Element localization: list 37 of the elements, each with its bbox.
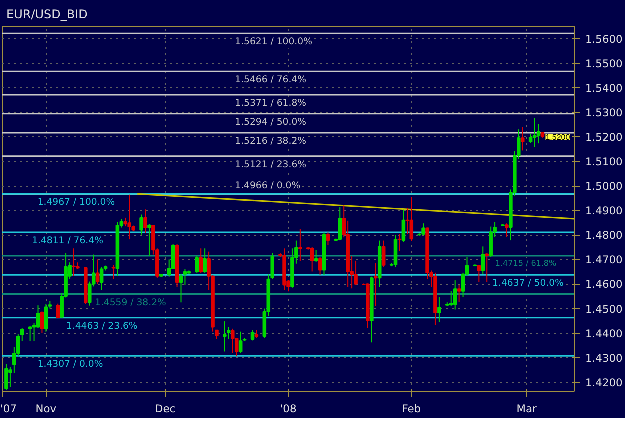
ref-line-label: 1.5121 / 23.6% bbox=[235, 159, 307, 170]
x-tick-label: '08 bbox=[280, 402, 297, 416]
ref-line-label: 1.5216 / 38.2% bbox=[235, 136, 307, 148]
y-tick-label: 1.5000 bbox=[586, 180, 624, 194]
y-tick-label: 1.4800 bbox=[586, 229, 624, 242]
ref-line-label: 1.5621 / 100.0% bbox=[235, 36, 313, 48]
x-tick-label: Feb bbox=[402, 402, 422, 416]
ref-line-label: 1.5294 / 50.0% bbox=[235, 116, 307, 128]
ref-line-label: 1.5371 / 61.8% bbox=[235, 98, 307, 109]
y-tick-label: 1.5200 bbox=[586, 130, 624, 144]
y-tick-label: 1.4200 bbox=[586, 376, 624, 390]
y-tick-label: 1.4500 bbox=[586, 302, 624, 316]
y-tick-label: 1.5100 bbox=[586, 156, 624, 169]
ref-line-label: 1.4463 / 23.6% bbox=[66, 320, 138, 332]
ref-line-label: 1.4637 / 50.0% bbox=[492, 278, 564, 290]
ref-line-label: 1.4715 / 61.8% bbox=[495, 259, 558, 268]
chart-title: EUR/USD_BID bbox=[6, 8, 88, 22]
ref-line-label: 1.4811 / 76.4% bbox=[32, 235, 104, 246]
ref-line-label: 1.4307 / 0.0% bbox=[38, 359, 104, 370]
x-tick-label: Mar bbox=[516, 402, 538, 416]
y-tick-label: 1.5300 bbox=[586, 106, 624, 120]
ref-line-label: 1.4966 / 0.0% bbox=[235, 180, 301, 192]
y-tick-label: 1.4700 bbox=[586, 254, 624, 267]
y-tick-label: 1.4400 bbox=[586, 327, 624, 340]
x-tick-label: '07 bbox=[0, 402, 17, 416]
ref-line-label: 1.5466 / 76.4% bbox=[235, 74, 307, 86]
y-tick-label: 1.5500 bbox=[586, 57, 624, 70]
y-tick-label: 1.5600 bbox=[586, 32, 624, 46]
ref-line-label: 1.4967 / 100.0% bbox=[38, 197, 116, 208]
y-tick-label: 1.5400 bbox=[586, 82, 624, 95]
ref-line-label: 1.4559 / 38.2% bbox=[95, 297, 166, 308]
y-tick-label: 1.4600 bbox=[586, 278, 624, 292]
annotation: 1.5200 bbox=[546, 132, 571, 142]
x-tick-label: Nov bbox=[36, 402, 57, 416]
y-tick-label: 1.4900 bbox=[586, 204, 624, 218]
x-tick-label: Dec bbox=[155, 402, 176, 416]
y-tick-label: 1.4300 bbox=[586, 352, 624, 365]
